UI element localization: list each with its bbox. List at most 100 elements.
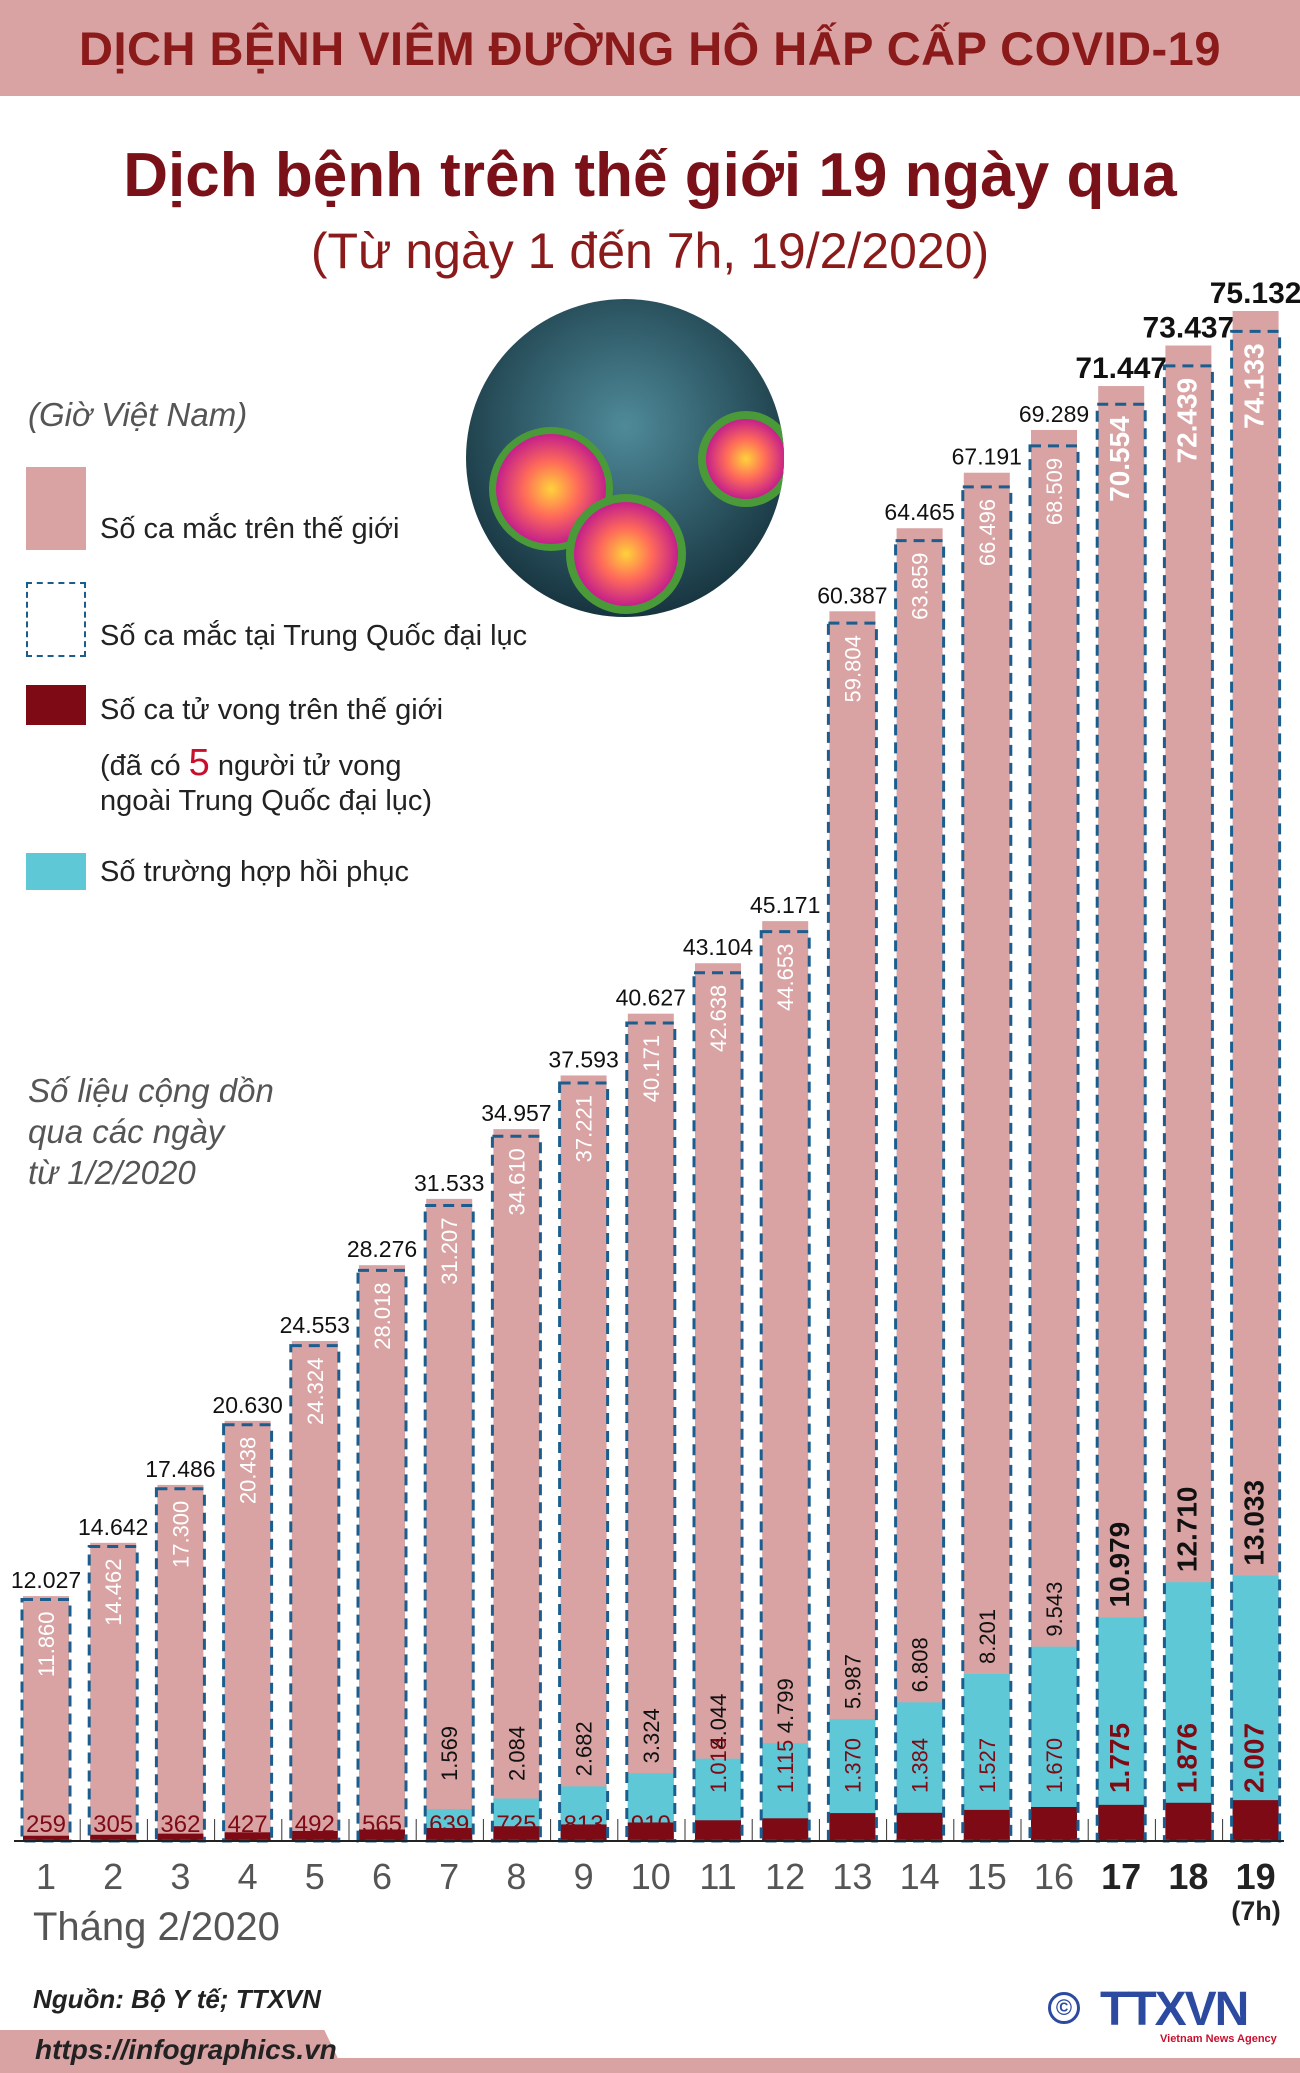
logo-tagline: Vietnam News Agency [1160, 2033, 1277, 2045]
legend-deaths-note-line2: ngoài Trung Quốc đại lục) [100, 785, 433, 817]
x-tick-label: 13 [832, 1856, 873, 1897]
deaths-bar [829, 1813, 876, 1841]
world-cases-label: 40.627 [616, 985, 686, 1011]
world-cases-label: 20.630 [212, 1392, 282, 1418]
china-cases-label: 72.439 [1171, 378, 1202, 464]
deaths-label: 1.670 [1042, 1738, 1067, 1793]
recovered-label: 1.569 [437, 1726, 462, 1781]
x-tick-label: 3 [170, 1856, 191, 1897]
deaths-bar [90, 1834, 137, 1841]
x-tick-label: 5 [304, 1856, 325, 1897]
world-cases-label: 45.171 [750, 892, 820, 918]
note-number: 5 [188, 742, 210, 784]
deaths-label: 1.018 [706, 1738, 731, 1793]
world-cases-label: 14.642 [78, 1514, 148, 1540]
month-label: Tháng 2/2020 [33, 1905, 280, 1949]
world-cases-bar [762, 921, 809, 1841]
deaths-bar [896, 1812, 943, 1841]
deaths-label: 565 [362, 1811, 402, 1838]
deaths-bar [493, 1826, 540, 1841]
deaths-label: 2.007 [1239, 1723, 1270, 1793]
deaths-label: 725 [496, 1811, 536, 1838]
deaths-bar [23, 1835, 69, 1841]
china-cases-bar [826, 621, 878, 1843]
china-cases-label: 74.133 [1239, 343, 1270, 429]
world-cases-bar [896, 528, 943, 1841]
x-tick-label: 19 [1235, 1856, 1276, 1897]
deaths-bar [1165, 1802, 1212, 1841]
deaths-bar [224, 1832, 271, 1841]
recovered-bar [1098, 1617, 1145, 1841]
deaths-bar [1031, 1806, 1077, 1841]
deaths-bar [762, 1818, 809, 1841]
china-cases-label: 31.207 [437, 1217, 462, 1284]
recovered-bar [1165, 1582, 1212, 1841]
x-tick-label: 7 [439, 1856, 460, 1897]
deaths-bar [1098, 1804, 1145, 1841]
world-cases-bar [829, 611, 876, 1841]
deaths-label: 492 [295, 1811, 335, 1838]
url-link[interactable]: https://infographics.vn [35, 2034, 337, 2065]
note-prefix: (đã có [100, 750, 181, 782]
deaths-bar [359, 1829, 405, 1841]
china-cases-bar [1162, 364, 1214, 1843]
china-cases-label: 34.610 [504, 1148, 529, 1215]
recovered-label: 5.987 [840, 1654, 865, 1709]
legend-deaths-note: (đã có 5 người tử vong [100, 742, 401, 785]
copyright-icon: © [1048, 1992, 1080, 2024]
world-cases-bar [90, 1542, 137, 1841]
x-tick-label: 17 [1101, 1856, 1142, 1897]
legend-swatch-world [26, 467, 86, 550]
china-cases-label: 70.554 [1104, 416, 1135, 502]
recovered-label: 4.044 [706, 1694, 731, 1749]
china-cases-label: 44.653 [773, 944, 798, 1011]
world-cases-bar [1098, 386, 1145, 1841]
china-cases-label: 59.804 [840, 635, 865, 702]
world-cases-bar [627, 1013, 674, 1841]
deaths-label: 362 [160, 1811, 200, 1838]
legend-label-china: Số ca mắc tại Trung Quốc đại lục [100, 620, 528, 652]
deaths-bar [157, 1833, 204, 1841]
x-tick-label: 12 [765, 1856, 806, 1897]
world-cases-label: 73.437 [1143, 312, 1235, 345]
x-tick-label: 15 [966, 1856, 1007, 1897]
note-line: từ 1/2/2020 [28, 1154, 196, 1191]
china-cases-label: 40.171 [639, 1035, 664, 1102]
world-cases-bar [963, 472, 1010, 1841]
x-tick-label: 8 [506, 1856, 527, 1897]
deaths-bar [627, 1822, 674, 1841]
deaths-label: 1.775 [1104, 1723, 1135, 1793]
china-cases-label: 68.509 [1042, 458, 1067, 525]
recovered-label: 2.084 [504, 1726, 529, 1781]
recovered-label: 10.979 [1104, 1522, 1135, 1608]
deaths-label: 259 [26, 1811, 66, 1838]
last-day-note: (7h) [1231, 1896, 1281, 1926]
header-title: DỊCH BỆNH VIÊM ĐƯỜNG HÔ HẤP CẤP COVID-19 [79, 21, 1221, 75]
world-cases-label: 28.276 [347, 1236, 417, 1262]
timezone-note: (Giờ Việt Nam) [28, 396, 248, 433]
x-tick-label: 18 [1168, 1856, 1209, 1897]
legend-swatch-china [26, 582, 86, 657]
world-cases-label: 71.447 [1075, 352, 1167, 385]
x-tick-label: 10 [630, 1856, 671, 1897]
world-cases-label: 37.593 [548, 1046, 618, 1072]
recovered-label: 9.543 [1042, 1582, 1067, 1637]
legend-swatch-deaths [26, 685, 86, 725]
china-cases-bar [1095, 402, 1147, 1843]
china-cases-bar [356, 1268, 408, 1843]
note-line: Số liệu cộng dồn [28, 1072, 274, 1109]
world-cases-label: 75.132 [1210, 277, 1300, 310]
world-cases-bar [224, 1420, 271, 1841]
deaths-label: 1.527 [975, 1738, 1000, 1793]
header-band: DỊCH BỆNH VIÊM ĐƯỜNG HÔ HẤP CẤP COVID-19 [0, 0, 1300, 96]
world-cases-label: 64.465 [884, 499, 954, 525]
source-text: Nguồn: Bộ Y tế; TTXVN [33, 1984, 321, 2014]
china-cases-label: 42.638 [706, 985, 731, 1052]
world-cases-bar [493, 1129, 540, 1841]
recovered-label: 4.799 [773, 1678, 798, 1733]
page-subtitle: (Từ ngày 1 đến 7h, 19/2/2020) [310, 223, 990, 279]
china-cases-label: 20.438 [236, 1437, 261, 1504]
world-cases-bar [1031, 429, 1077, 1841]
world-cases-bar [359, 1265, 405, 1841]
